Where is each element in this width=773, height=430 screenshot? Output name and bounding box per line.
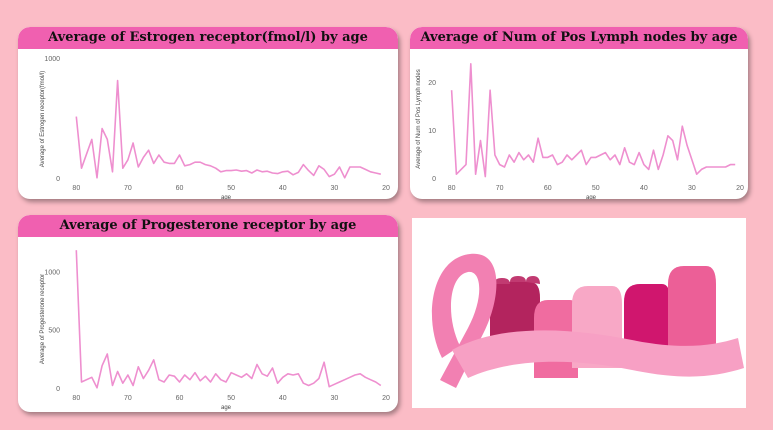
x-tick-label: 30 xyxy=(330,185,338,192)
x-tick-label: 60 xyxy=(176,185,184,192)
series-line xyxy=(75,250,382,389)
series-line xyxy=(450,63,736,178)
x-tick-label: 20 xyxy=(736,185,744,192)
x-tick-label: 80 xyxy=(72,185,80,192)
breast-cancer-awareness-illustration xyxy=(412,218,746,408)
lymph-nodes-chart-card: Average of Num of Pos Lymph nodes by age… xyxy=(410,27,748,199)
x-axis-label: age xyxy=(221,405,232,411)
x-tick-label: 70 xyxy=(124,395,132,402)
y-tick-label: 0 xyxy=(56,386,60,393)
x-axis-label: age xyxy=(221,195,232,199)
chart-title: Average of Estrogen receptor(fmol/l) by … xyxy=(18,27,398,49)
x-tick-label: 60 xyxy=(544,185,552,192)
x-tick-label: 70 xyxy=(496,185,504,192)
x-tick-label: 50 xyxy=(592,185,600,192)
chart-title: Average of Num of Pos Lymph nodes by age xyxy=(410,27,748,49)
y-axis-label: Average of Progesterone receptor xyxy=(40,274,46,364)
x-tick-label: 30 xyxy=(330,395,338,402)
y-axis-label: Average of Estrogen receptor(fmol/l) xyxy=(40,71,46,168)
chart-title: Average of Progesterone receptor by age xyxy=(18,215,398,237)
y-tick-label: 500 xyxy=(48,328,60,335)
x-tick-label: 40 xyxy=(640,185,648,192)
x-tick-label: 30 xyxy=(688,185,696,192)
y-axis-label: Average of Num of Pos Lymph nodes xyxy=(416,69,422,168)
series-line xyxy=(75,79,381,179)
x-axis-label: age xyxy=(586,195,597,199)
x-tick-label: 70 xyxy=(124,185,132,192)
pink-ribbon-icon xyxy=(431,253,744,388)
x-tick-label: 80 xyxy=(72,395,80,402)
x-tick-label: 40 xyxy=(279,395,287,402)
lymph-nodes-line-chart: 0 10 20 80 70 60 50 40 30 20 age Average of Num of … xyxy=(416,63,744,199)
progesterone-line-chart: 0 500 1000 80 70 60 50 40 30 20 age Average of Prog… xyxy=(40,250,390,411)
estrogen-chart-card: Average of Estrogen receptor(fmol/l) by … xyxy=(18,27,398,199)
y-tick-label: 0 xyxy=(56,176,60,183)
x-tick-label: 50 xyxy=(227,185,235,192)
x-tick-label: 20 xyxy=(382,395,390,402)
x-tick-label: 60 xyxy=(176,395,184,402)
x-tick-label: 40 xyxy=(279,185,287,192)
y-tick-label: 10 xyxy=(428,128,436,135)
y-tick-label: 0 xyxy=(432,176,436,183)
x-tick-label: 80 xyxy=(448,185,456,192)
x-tick-label: 50 xyxy=(227,395,235,402)
y-tick-label: 20 xyxy=(428,80,436,87)
estrogen-line-chart: 0 1000 80 70 60 50 40 30 20 age Average of Estroge… xyxy=(40,56,390,199)
x-tick-label: 20 xyxy=(382,185,390,192)
y-tick-label: 1000 xyxy=(44,269,60,276)
y-tick-label: 1000 xyxy=(44,56,60,63)
progesterone-chart-card: Average of Progesterone receptor by age … xyxy=(18,215,398,412)
